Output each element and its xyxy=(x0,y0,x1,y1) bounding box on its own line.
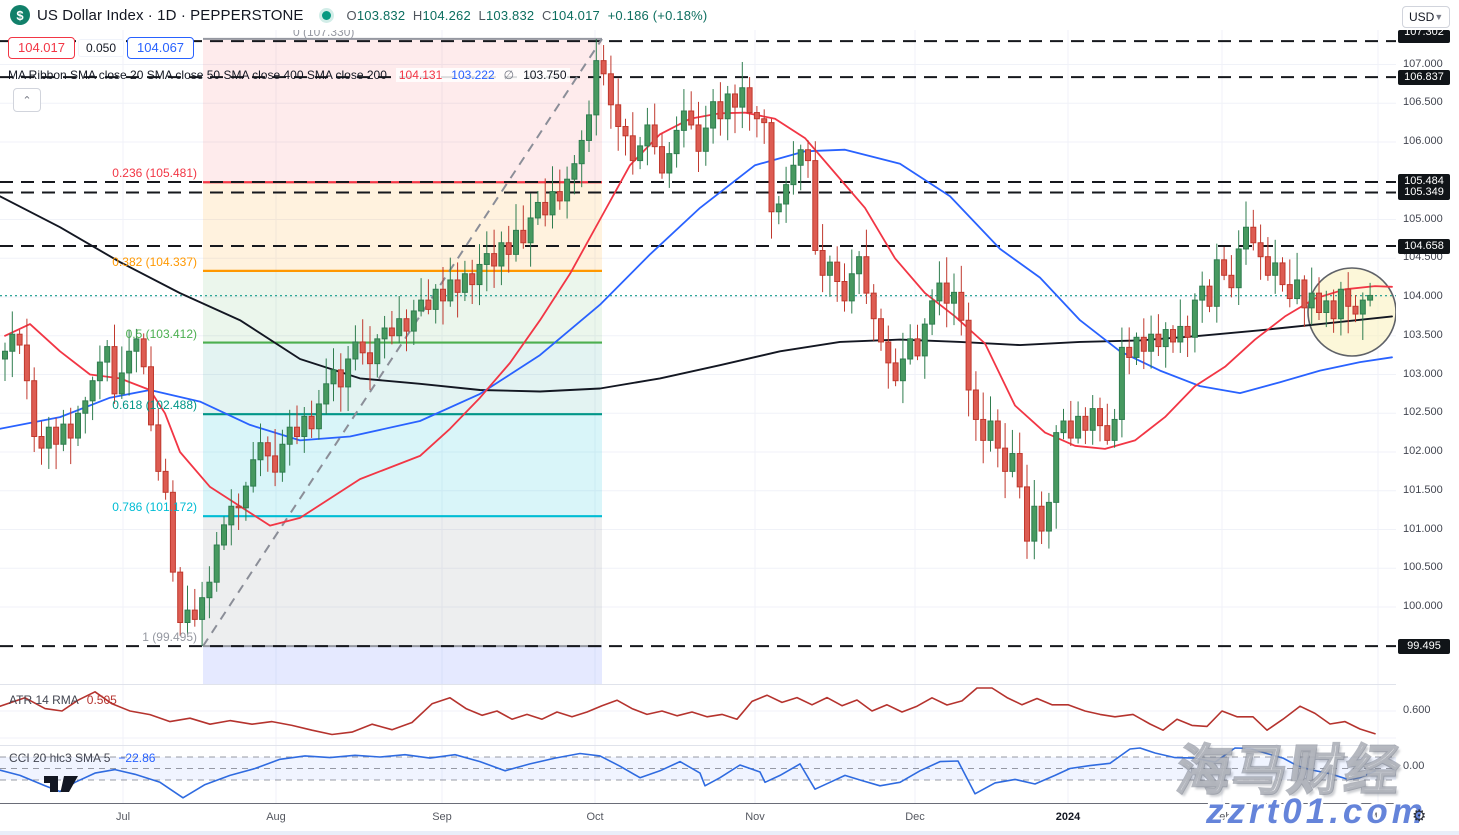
fib-label-0.236: 0.236 (105.481) xyxy=(112,166,197,181)
change-value: +0.186 (+0.18%) xyxy=(607,7,708,23)
atr-legend[interactable]: ATR 14 RMA 0.505 xyxy=(9,693,117,707)
atr-value: 0.505 xyxy=(86,693,117,707)
atr-tick: 0.600 xyxy=(1403,704,1431,716)
price-tick: 101.500 xyxy=(1403,483,1443,496)
price-tick: 104.500 xyxy=(1403,251,1443,264)
time-tick-Feb: Feb xyxy=(1212,811,1232,823)
tradingview-logo-icon[interactable] xyxy=(44,773,84,800)
series-status-dot-icon xyxy=(321,10,331,20)
ohlc-values: O103.832 H104.262 L103.832 C104.017 +0.1… xyxy=(346,7,708,23)
price-tick: 106.000 xyxy=(1403,135,1443,147)
atr-label: ATR 14 RMA xyxy=(9,693,79,707)
currency-value: USD xyxy=(1409,10,1435,24)
buy-button[interactable]: 104.067 xyxy=(127,37,195,59)
price-tick: 100.500 xyxy=(1403,561,1443,574)
cci-tick: 0.00 xyxy=(1403,760,1425,772)
sell-button[interactable]: 104.017 xyxy=(8,37,75,59)
ma-ribbon-values: 104.131 103.222 ∅ 103.750 xyxy=(395,68,570,82)
price-tick: 103.000 xyxy=(1403,367,1443,380)
quote-panel: 104.017 0.050 104.067 xyxy=(8,37,195,59)
cci-label: CCI 20 hlc3 SMA 5 xyxy=(9,751,111,765)
price-level-badge: 107.302 xyxy=(1398,30,1450,43)
time-tick-Dec: Dec xyxy=(905,811,925,823)
price-tick: 104.000 xyxy=(1403,290,1443,302)
chevron-down-icon: ▼ xyxy=(1434,12,1444,22)
collapse-legend-button[interactable]: ⌃ xyxy=(13,88,41,112)
bottom-strip xyxy=(0,831,1459,835)
time-tick-Aug: Aug xyxy=(266,811,286,823)
price-tick: 107.000 xyxy=(1403,57,1443,70)
fib-label-0.382: 0.382 (104.337) xyxy=(112,254,197,269)
symbol-toolbar: $ US Dollar Index · 1D · PEPPERSTONE O10… xyxy=(0,0,1396,30)
price-tick: 106.500 xyxy=(1403,96,1443,109)
time-tick-2024: 2024 xyxy=(1055,811,1081,823)
price-tick: 100.000 xyxy=(1403,600,1443,612)
price-level-badge: 106.837 xyxy=(1398,69,1450,85)
time-tick-Jul: Jul xyxy=(115,811,131,823)
cci-value: −22.86 xyxy=(118,751,156,765)
price-tick: 102.500 xyxy=(1403,406,1443,419)
price-level-badge: 105.349 xyxy=(1398,184,1450,200)
fib-label-0.618: 0.618 (102.488) xyxy=(112,398,197,413)
fib-label-0.5: 0.5 (103.412) xyxy=(125,326,197,341)
cci-legend[interactable]: CCI 20 hlc3 SMA 5 −22.86 xyxy=(9,751,155,765)
price-axis[interactable]: USD ▼ 107.000 106.500 106.000 105.000 104.50… xyxy=(1396,0,1459,835)
currency-dropdown[interactable]: USD ▼ xyxy=(1402,6,1450,28)
ma-ribbon-label: MA Ribbon SMA close 20 SMA close 50 SMA … xyxy=(8,68,387,82)
price-level-badge: 104.658 xyxy=(1398,238,1450,254)
price-level-badge: 99.495 xyxy=(1398,638,1450,654)
watermark-url: zzrt01.com xyxy=(1206,792,1427,831)
time-tick-Nov: Nov xyxy=(745,811,765,823)
price-tick: 103.500 xyxy=(1403,328,1443,341)
price-tick: 105.000 xyxy=(1403,212,1443,225)
price-tick: 102.000 xyxy=(1403,445,1443,457)
symbol-title[interactable]: US Dollar Index · 1D · PEPPERSTONE xyxy=(37,6,304,24)
ma-ribbon-legend[interactable]: MA Ribbon SMA close 20 SMA close 50 SMA … xyxy=(8,68,570,82)
fib-label-1: 1 (99.495) xyxy=(142,630,197,645)
symbol-logo-icon: $ xyxy=(10,5,30,25)
price-tick: 101.000 xyxy=(1403,522,1443,535)
axis-settings-gear-icon[interactable]: ⚙ xyxy=(1412,808,1427,825)
time-tick-Sep: Sep xyxy=(432,811,452,823)
fib-label-0.786: 0.786 (101.172) xyxy=(112,500,197,515)
time-tick-Oct: Oct xyxy=(586,811,604,823)
spread-value: 0.050 xyxy=(78,39,125,57)
time-tick-Mar: Mar xyxy=(1368,811,1388,823)
